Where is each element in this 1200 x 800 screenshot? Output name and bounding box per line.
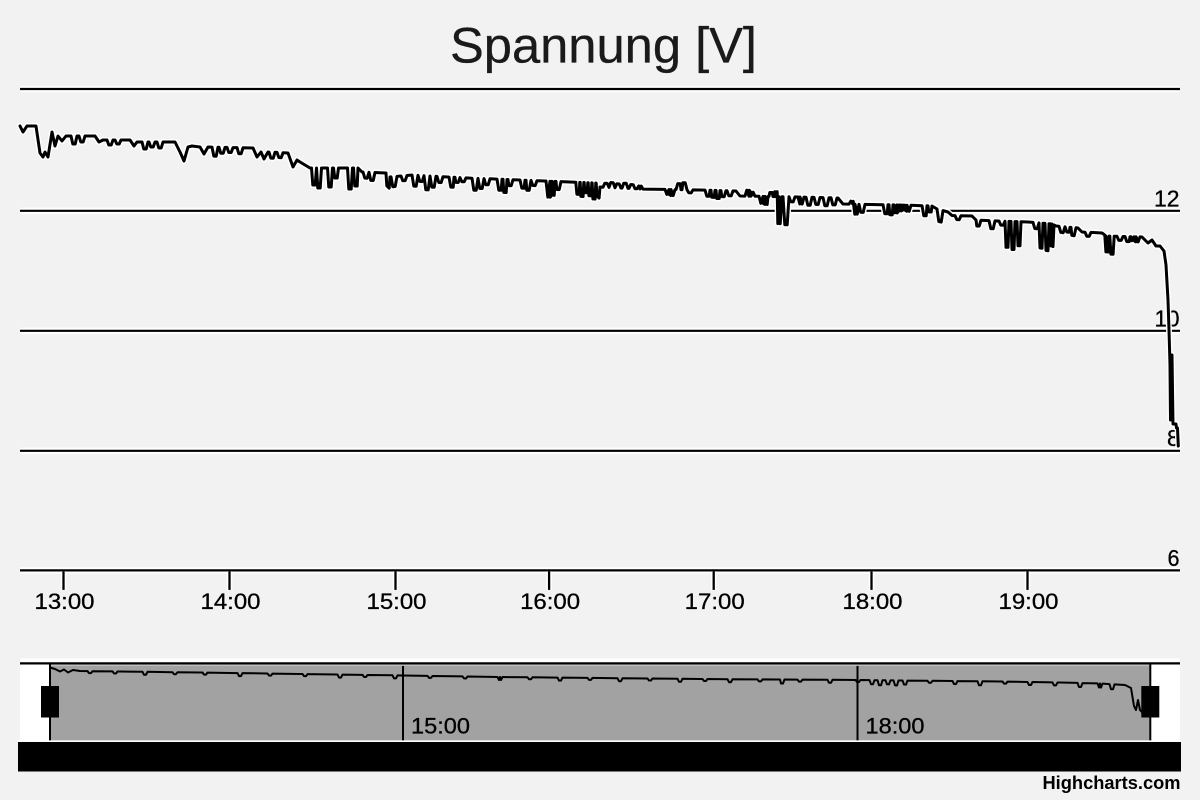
svg-text:18:00: 18:00 — [866, 714, 925, 739]
svg-text:12: 12 — [1154, 186, 1180, 212]
svg-text:14:00: 14:00 — [201, 589, 261, 614]
svg-text:19:00: 19:00 — [999, 589, 1059, 614]
svg-text:15:00: 15:00 — [367, 589, 427, 614]
svg-text:13:00: 13:00 — [35, 589, 95, 614]
svg-text:15:00: 15:00 — [411, 714, 470, 739]
svg-text:18:00: 18:00 — [843, 589, 903, 614]
svg-text:17:00: 17:00 — [685, 589, 745, 614]
svg-text:16:00: 16:00 — [520, 589, 580, 614]
svg-text:Highcharts.com: Highcharts.com — [1043, 773, 1181, 793]
svg-text:Spannung [V]: Spannung [V] — [450, 18, 757, 74]
svg-text:6: 6 — [1168, 545, 1180, 571]
